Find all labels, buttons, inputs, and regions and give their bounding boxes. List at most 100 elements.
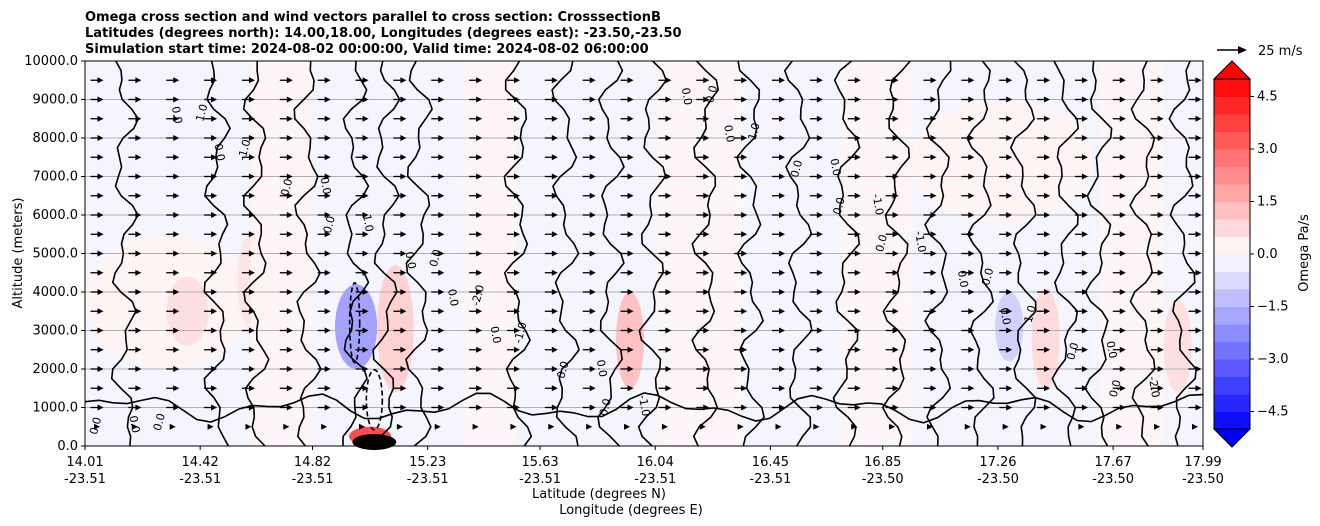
wind-vector-head (1006, 289, 1013, 295)
contour-label-15: 0.0 (679, 87, 695, 106)
wind-vector-head (813, 423, 820, 430)
wind-vector-head (211, 231, 218, 238)
wind-vector-head (854, 77, 861, 84)
wind-vector-head (854, 269, 861, 276)
wind-vector-head (1195, 385, 1202, 392)
wind-vector-head (892, 154, 899, 161)
contour-negative-1 (348, 281, 361, 364)
wind-vector-head (1006, 404, 1013, 411)
wind-vector-head (1081, 192, 1088, 199)
wind-vector-head (1006, 135, 1013, 141)
wind-vector-head (513, 366, 520, 372)
contour-line-8 (551, 60, 580, 447)
wind-vector-head (438, 346, 445, 353)
wind-vector-head (173, 77, 180, 84)
wind-vector-head (400, 308, 407, 315)
wind-vector-head (892, 96, 899, 103)
x-tick-label-lon-9: -23.50 (1092, 472, 1134, 487)
wind-vector-head (968, 192, 975, 199)
wind-vector-head (1081, 212, 1088, 218)
wind-vector-head (1157, 346, 1164, 353)
wind-vector-head (1195, 96, 1202, 103)
colorbar-level-13 (1214, 184, 1250, 202)
wind-vector-head (248, 212, 255, 218)
wind-vector-head (816, 231, 823, 238)
wind-vector-head (627, 77, 634, 84)
x-tick-label-lat-6: 16.45 (752, 455, 789, 470)
wind-vector-head (1044, 154, 1051, 161)
wind-vector-head (211, 289, 218, 295)
wind-vector-head (173, 135, 180, 141)
wind-vector-head (324, 327, 331, 334)
wind-vector-head (438, 192, 445, 199)
wind-vector-head (400, 154, 407, 161)
wind-vector-head (476, 366, 483, 372)
x-tick-label-lat-1: 14.42 (182, 455, 219, 470)
colorbar-level-16 (1214, 131, 1250, 150)
wind-vector-head (968, 212, 975, 218)
wind-vector-head (665, 115, 672, 122)
wind-vector-head (551, 192, 558, 199)
wind-vector-head (1006, 192, 1013, 199)
wind-vector-head (97, 289, 104, 295)
wind-vector-head (741, 77, 748, 84)
colorbar-tick-label-0: −4.5 (1257, 405, 1289, 420)
wind-vector-head (438, 289, 445, 295)
wind-vector-head (1195, 346, 1202, 353)
wind-vector-head (1195, 289, 1202, 295)
wind-vector-head (400, 250, 407, 257)
wind-vector-head (476, 77, 483, 84)
wind-vector-head (1157, 404, 1164, 411)
wind-vector-head (589, 308, 596, 315)
wind-vector-head (892, 115, 899, 122)
wind-vector-head (968, 173, 975, 180)
wind-vector-head (400, 404, 407, 411)
wind-vector-head (741, 404, 748, 411)
contour-label-1: 0.0 (488, 325, 504, 344)
wind-vector-head (438, 404, 445, 411)
x-tick-label-lon-6: -23.51 (749, 472, 791, 487)
wind-vector-head (665, 192, 672, 199)
wind-vector-head (665, 366, 672, 372)
wind-vector-head (703, 346, 710, 353)
wind-vector-head (248, 231, 255, 238)
wind-vector-head (703, 385, 710, 392)
wind-vector-head (1044, 135, 1051, 141)
shaded-region-4 (335, 284, 378, 369)
wind-vector-head (930, 154, 937, 161)
wind-vector-head (438, 269, 445, 276)
wind-vector-head (131, 423, 138, 430)
wind-vector-head (97, 366, 104, 372)
wind-vector-head (854, 250, 861, 257)
wind-vector-head (1081, 327, 1088, 334)
contour-line-3 (293, 60, 322, 447)
shaded-region-2 (166, 276, 209, 346)
wind-vector-head (400, 77, 407, 84)
wind-vector-head (741, 269, 748, 276)
wind-vector-head (324, 269, 331, 276)
wind-vector-head (816, 327, 823, 334)
x-tick-label-lat-2: 14.82 (294, 455, 331, 470)
wind-vector-head (1006, 346, 1013, 353)
wind-vector-head (135, 231, 142, 238)
wind-vector-head (551, 154, 558, 161)
wind-vector-head (324, 77, 331, 84)
wind-vector-head (362, 154, 369, 161)
wind-vector-head (1081, 289, 1088, 295)
wind-vector-head (211, 250, 218, 257)
contour-label-7: 0.0 (721, 124, 737, 143)
wind-vector-head (551, 269, 558, 276)
wind-vector-head (926, 423, 933, 430)
wind-vector-head (286, 346, 293, 353)
wind-vector-head (248, 289, 255, 295)
wind-vector-head (1006, 173, 1013, 180)
wind-vector-head (854, 289, 861, 295)
wind-vector-head (1157, 366, 1164, 372)
wind-vector-head (589, 404, 596, 411)
strong-contour-cluster (352, 434, 397, 450)
wind-vector-head (1157, 269, 1164, 276)
wind-vector-head (1044, 366, 1051, 372)
colorbar-tick-label-1: −3.0 (1257, 352, 1289, 367)
wind-vector-head (248, 269, 255, 276)
wind-vector-head (816, 115, 823, 122)
